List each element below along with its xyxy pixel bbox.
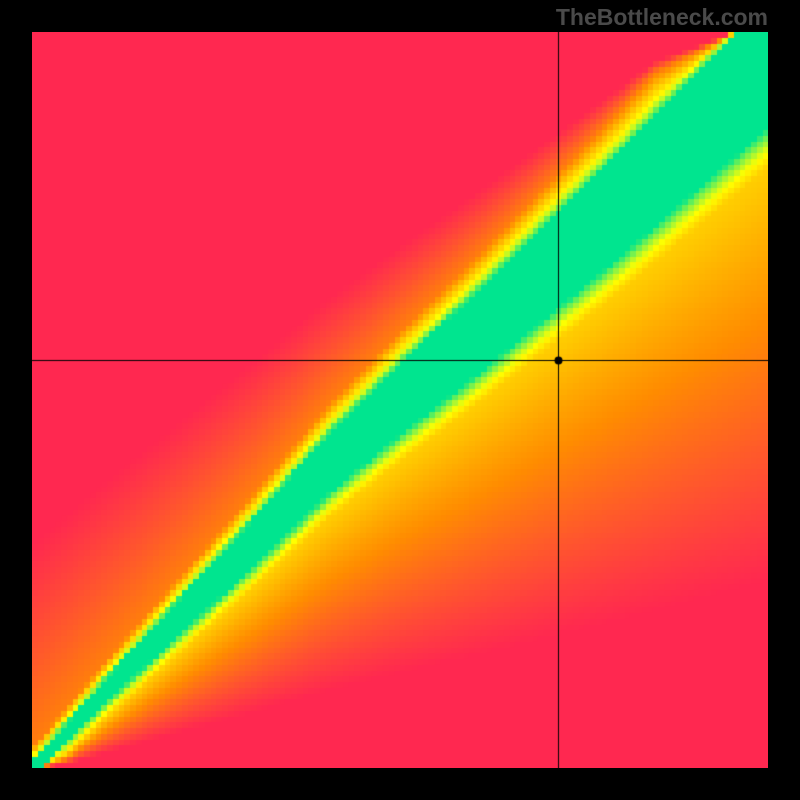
watermark-text: TheBottleneck.com <box>556 4 768 31</box>
bottleneck-heatmap <box>32 32 768 768</box>
chart-container: TheBottleneck.com <box>0 0 800 800</box>
